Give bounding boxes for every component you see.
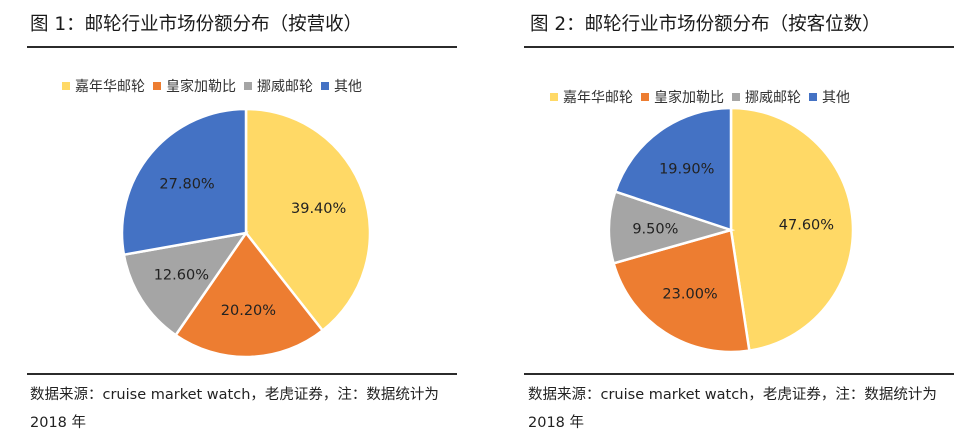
- chart-panel-berths: 图 2：邮轮行业市场份额分布（按客位数） 嘉年华邮轮 皇家加勒比 挪威邮轮 其他…: [500, 0, 965, 445]
- legend-item-carnival: 嘉年华邮轮: [550, 87, 633, 107]
- data-label: 27.80%: [159, 177, 214, 193]
- legend-item-carnival: 嘉年华邮轮: [62, 76, 145, 96]
- title-divider: [27, 46, 457, 48]
- chart-title: 图 2：邮轮行业市场份额分布（按客位数）: [530, 14, 881, 35]
- title-divider: [524, 46, 954, 48]
- pie-chart-berths: 47.60% 23.00% 9.50% 19.90%: [607, 106, 855, 354]
- legend-item-other: 其他: [809, 87, 850, 107]
- legend: 嘉年华邮轮 皇家加勒比 挪威邮轮 其他: [62, 76, 370, 96]
- legend-swatch: [641, 93, 649, 101]
- legend-item-other: 其他: [321, 76, 362, 96]
- legend-item-royal-caribbean: 皇家加勒比: [153, 76, 236, 96]
- data-label: 20.20%: [221, 303, 276, 319]
- note-divider: [524, 373, 954, 375]
- data-label: 23.00%: [662, 287, 717, 303]
- legend-swatch: [809, 93, 817, 101]
- source-note: 数据来源：cruise market watch，老虎证券，注：数据统计为 20…: [30, 387, 439, 431]
- data-label: 12.60%: [154, 268, 209, 284]
- legend-swatch: [244, 82, 252, 90]
- legend-swatch: [732, 93, 740, 101]
- data-label: 9.50%: [632, 221, 678, 237]
- chart-panel-revenue: 图 1：邮轮行业市场份额分布（按营收） 嘉年华邮轮 皇家加勒比 挪威邮轮 其他 …: [0, 0, 470, 445]
- legend: 嘉年华邮轮 皇家加勒比 挪威邮轮 其他: [550, 87, 858, 107]
- slice-other: [613, 106, 733, 232]
- data-label: 47.60%: [779, 217, 834, 233]
- source-note: 数据来源：cruise market watch，老虎证券，注：数据统计为 20…: [528, 387, 937, 431]
- data-label: 39.40%: [291, 201, 346, 217]
- legend-swatch: [153, 82, 161, 90]
- slice-carnival: [244, 107, 372, 333]
- legend-swatch: [550, 93, 558, 101]
- chart-title: 图 1：邮轮行业市场份额分布（按营收）: [30, 14, 363, 35]
- slice-carnival: [729, 106, 855, 353]
- data-label: 19.90%: [659, 162, 714, 178]
- note-divider: [27, 373, 457, 375]
- legend-item-norwegian: 挪威邮轮: [732, 87, 801, 107]
- legend-swatch: [321, 82, 329, 90]
- legend-item-royal-caribbean: 皇家加勒比: [641, 87, 724, 107]
- slice-royal-caribbean: [173, 230, 325, 359]
- legend-item-norwegian: 挪威邮轮: [244, 76, 313, 96]
- slice-other: [120, 107, 248, 257]
- legend-swatch: [62, 82, 70, 90]
- pie-chart-revenue: 39.40% 20.20% 12.60% 27.80%: [120, 107, 372, 359]
- slice-royal-caribbean: [612, 228, 751, 354]
- slice-norwegian: [122, 231, 249, 337]
